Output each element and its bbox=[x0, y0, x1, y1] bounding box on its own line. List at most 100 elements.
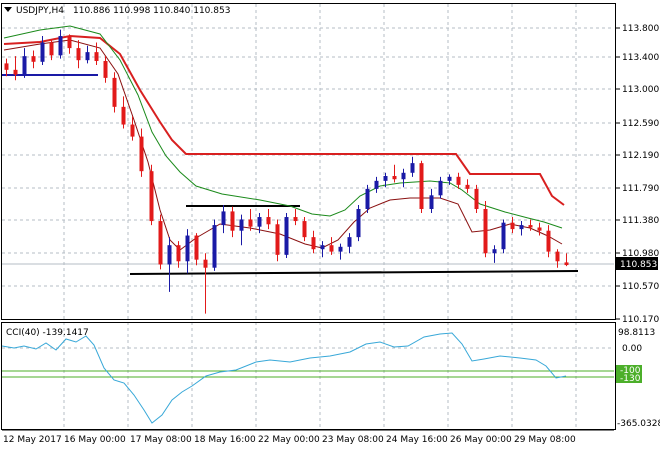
candle[interactable] bbox=[221, 204, 226, 234]
candle[interactable] bbox=[139, 128, 144, 177]
candle[interactable] bbox=[356, 204, 361, 242]
candle[interactable] bbox=[185, 229, 190, 274]
candle-body bbox=[230, 211, 235, 231]
candle-body bbox=[40, 42, 45, 62]
candle[interactable] bbox=[555, 249, 560, 268]
candle[interactable] bbox=[438, 176, 443, 199]
candle[interactable] bbox=[284, 213, 289, 259]
candle[interactable] bbox=[501, 219, 506, 254]
candle[interactable] bbox=[266, 208, 271, 230]
candle[interactable] bbox=[176, 241, 181, 268]
horizontal-levels[interactable] bbox=[2, 74, 614, 275]
candle[interactable] bbox=[94, 42, 99, 66]
candle[interactable] bbox=[465, 179, 470, 193]
candle-body bbox=[555, 251, 560, 262]
candle[interactable] bbox=[112, 72, 117, 113]
candle[interactable] bbox=[401, 168, 406, 188]
candle-body bbox=[311, 237, 316, 250]
candle-body bbox=[4, 63, 9, 70]
candle-body bbox=[139, 136, 144, 172]
candle[interactable] bbox=[130, 116, 135, 141]
candle[interactable] bbox=[239, 214, 244, 246]
candle-body bbox=[76, 48, 81, 61]
ma-red-line bbox=[3, 34, 565, 206]
candle[interactable] bbox=[546, 225, 551, 258]
candle[interactable] bbox=[519, 221, 524, 236]
candle[interactable] bbox=[419, 160, 424, 214]
candle[interactable] bbox=[194, 233, 199, 266]
cci-label: -365.0328 bbox=[617, 419, 660, 429]
candle[interactable] bbox=[564, 253, 569, 267]
candle[interactable] bbox=[311, 230, 316, 254]
candle[interactable] bbox=[149, 164, 154, 226]
candle[interactable] bbox=[49, 39, 54, 61]
candle[interactable] bbox=[22, 48, 27, 78]
candle[interactable] bbox=[212, 219, 217, 271]
candle-body bbox=[510, 222, 515, 230]
candle[interactable] bbox=[510, 217, 515, 234]
candle-body bbox=[85, 52, 90, 61]
candle[interactable] bbox=[257, 213, 262, 234]
price-label: 112.190 bbox=[622, 151, 659, 161]
price-label: 111.790 bbox=[622, 184, 659, 194]
candle-body bbox=[329, 245, 334, 252]
candle-body bbox=[239, 219, 244, 231]
candle[interactable] bbox=[320, 241, 325, 258]
candle[interactable] bbox=[230, 206, 235, 238]
candle-body bbox=[130, 124, 135, 137]
candle[interactable] bbox=[158, 214, 163, 270]
candle[interactable] bbox=[365, 184, 370, 214]
candle[interactable] bbox=[429, 188, 434, 214]
cci-axis: 98.8113 0.00 -100 -130 -365.0328 bbox=[616, 328, 660, 429]
price-label: 112.590 bbox=[622, 119, 659, 129]
symbol-label: USDJPY,H4 bbox=[16, 6, 64, 16]
chart-header: USDJPY,H4 110.886 110.998 110.840 110.85… bbox=[4, 6, 230, 16]
candle-body bbox=[429, 195, 434, 209]
ohlc-label: 110.886 110.998 110.840 110.853 bbox=[73, 6, 230, 16]
candle[interactable] bbox=[456, 172, 461, 189]
candle[interactable] bbox=[410, 156, 415, 177]
time-label: 17 May 08:00 bbox=[130, 435, 192, 445]
candle[interactable] bbox=[483, 200, 488, 258]
candle[interactable] bbox=[383, 172, 388, 188]
candle[interactable] bbox=[167, 237, 172, 292]
candle[interactable] bbox=[302, 217, 307, 242]
candle[interactable] bbox=[392, 164, 397, 183]
candle[interactable] bbox=[40, 36, 45, 66]
candle[interactable] bbox=[492, 245, 497, 263]
candle[interactable] bbox=[248, 208, 253, 231]
candle[interactable] bbox=[329, 237, 334, 255]
candle-body bbox=[456, 176, 461, 185]
candle[interactable] bbox=[338, 243, 343, 260]
candle-body bbox=[347, 237, 352, 247]
cci-line bbox=[1, 332, 567, 424]
candle[interactable] bbox=[474, 184, 479, 214]
candle[interactable] bbox=[374, 176, 379, 193]
candle[interactable] bbox=[13, 56, 18, 81]
candle-body bbox=[465, 184, 470, 189]
candle[interactable] bbox=[103, 56, 108, 83]
candle-body bbox=[483, 208, 488, 254]
price-label: 110.170 bbox=[622, 315, 659, 325]
candle[interactable] bbox=[347, 233, 352, 254]
candle[interactable] bbox=[275, 219, 280, 262]
candle[interactable] bbox=[293, 208, 298, 226]
candle[interactable] bbox=[121, 96, 126, 129]
candle[interactable] bbox=[67, 34, 72, 54]
candle[interactable] bbox=[537, 222, 542, 236]
candle-body bbox=[221, 211, 226, 226]
candle[interactable] bbox=[203, 253, 208, 314]
candle-body bbox=[474, 188, 479, 209]
candle[interactable] bbox=[85, 45, 90, 64]
candle[interactable] bbox=[58, 29, 63, 59]
candle[interactable] bbox=[447, 174, 452, 185]
candle[interactable] bbox=[528, 219, 533, 231]
candle-body bbox=[49, 42, 54, 56]
candle[interactable] bbox=[76, 40, 81, 69]
candle[interactable] bbox=[31, 50, 36, 69]
candle[interactable] bbox=[4, 58, 9, 77]
cci-label: -130 bbox=[620, 374, 641, 384]
candlesticks[interactable] bbox=[4, 29, 569, 314]
